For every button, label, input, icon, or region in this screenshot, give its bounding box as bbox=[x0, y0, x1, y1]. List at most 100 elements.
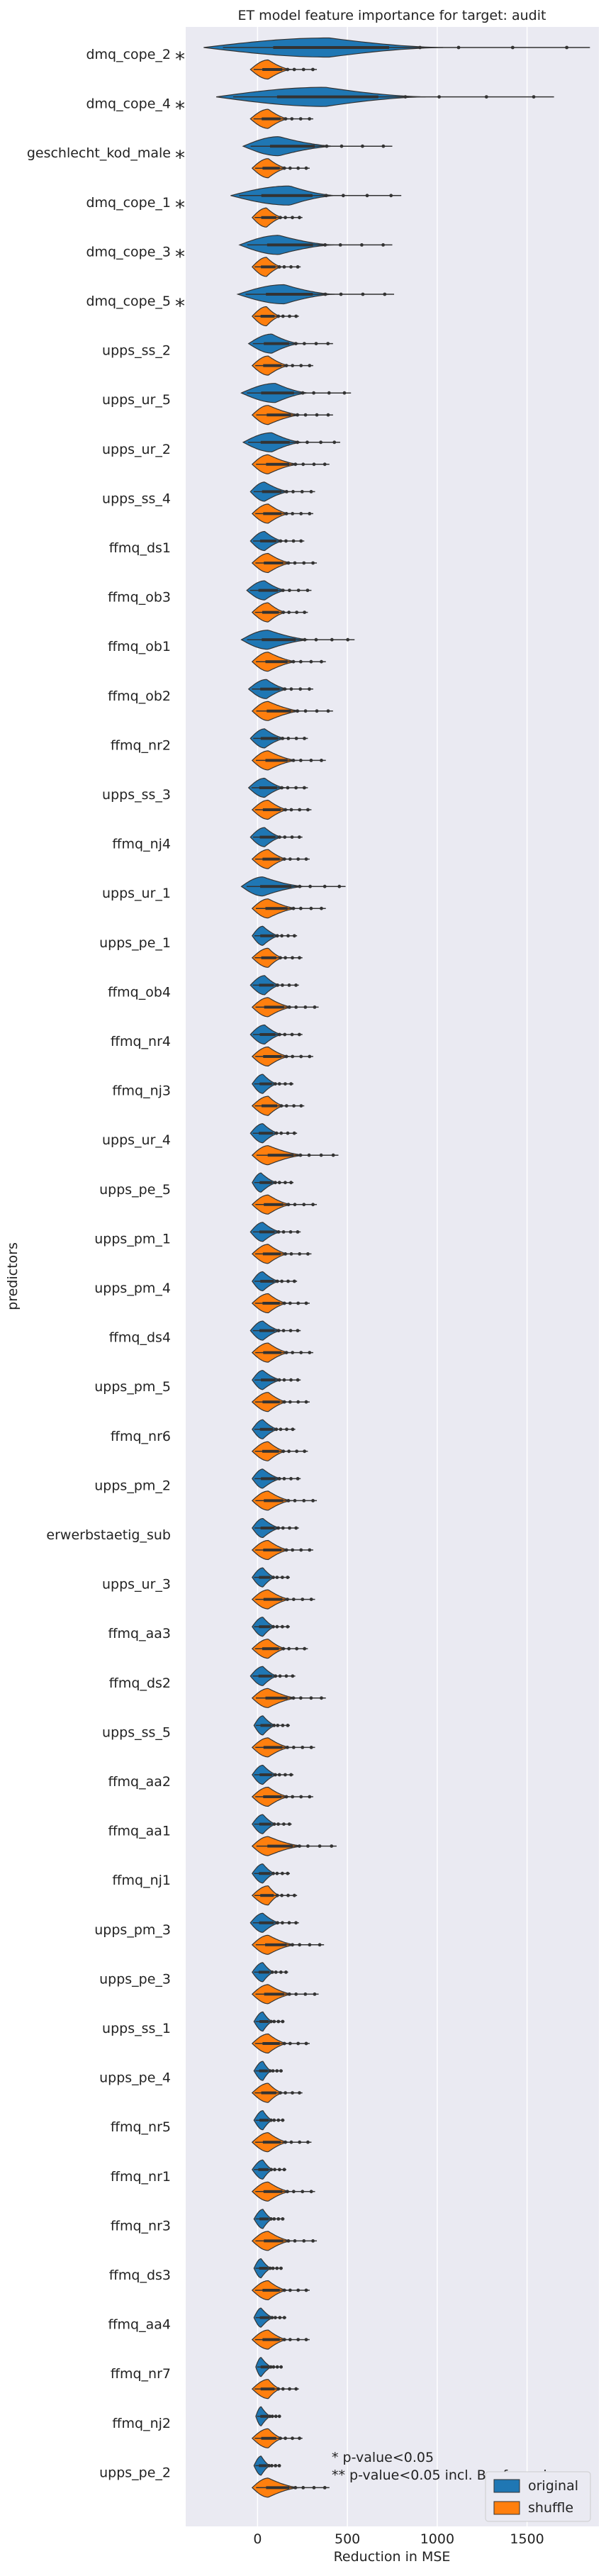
violin-point bbox=[279, 1104, 284, 1108]
violin-point bbox=[289, 1477, 293, 1481]
violin-quartile-box bbox=[259, 1033, 276, 1036]
violin-quartile-box bbox=[262, 2042, 280, 2045]
violin-point bbox=[286, 1131, 290, 1135]
violin-quartile-box bbox=[260, 315, 275, 318]
violin-point bbox=[308, 117, 312, 121]
violin-point bbox=[277, 2414, 281, 2419]
violin-quartile-box bbox=[258, 2168, 269, 2171]
violin-point bbox=[301, 2486, 305, 2489]
violin-point bbox=[332, 440, 337, 445]
violin-point bbox=[284, 490, 288, 494]
violin-point bbox=[326, 709, 330, 713]
violin-point bbox=[279, 1427, 283, 1432]
violin-quartile-box bbox=[261, 391, 294, 395]
violin-point bbox=[277, 1378, 281, 1382]
violin-point bbox=[294, 737, 298, 740]
violin-point bbox=[309, 659, 313, 664]
violin-point bbox=[403, 95, 408, 99]
violin-point bbox=[322, 884, 327, 888]
violin-point bbox=[271, 1871, 275, 1875]
violin-point bbox=[283, 1032, 287, 1037]
violin-quartile-box bbox=[261, 265, 276, 269]
violin-point bbox=[296, 1378, 300, 1382]
violin-quartile-box bbox=[263, 1549, 282, 1551]
y-tick-label: ffmq_nr4 bbox=[111, 1034, 171, 1049]
violin-point bbox=[281, 2217, 285, 2221]
y-tick-label: upps_pe_1 bbox=[99, 935, 171, 951]
violin-point bbox=[320, 659, 323, 664]
violin-point bbox=[282, 166, 286, 170]
violin-point bbox=[295, 610, 299, 614]
violin-quartile-box bbox=[262, 2141, 281, 2144]
violin-point bbox=[279, 216, 282, 220]
violin-point bbox=[269, 2168, 274, 2172]
violin-point bbox=[294, 1005, 298, 1009]
y-tick-label: ffmq_nr1 bbox=[111, 2169, 171, 2185]
violin-point bbox=[303, 413, 308, 417]
violin-quartile-box bbox=[258, 1970, 270, 1974]
violin-point bbox=[276, 1822, 280, 1827]
violin-point bbox=[276, 2387, 281, 2391]
violin-point bbox=[296, 413, 300, 417]
violin-point bbox=[305, 440, 309, 445]
violin-quartile-box bbox=[263, 512, 282, 515]
violin-point bbox=[277, 265, 281, 269]
violin-point bbox=[289, 2140, 293, 2144]
violin-point bbox=[274, 1131, 279, 1135]
violin-point bbox=[274, 2316, 277, 2320]
significance-marker: * bbox=[175, 245, 185, 268]
violin-point bbox=[284, 2140, 288, 2144]
violin-point bbox=[294, 2387, 298, 2391]
violin-point bbox=[291, 659, 296, 664]
y-tick-label: upps_ur_3 bbox=[102, 1577, 171, 1593]
violin-point bbox=[291, 1598, 296, 1602]
y-tick-label: upps_ur_1 bbox=[102, 886, 171, 901]
y-tick-label: upps_ss_4 bbox=[102, 491, 171, 506]
violin-point bbox=[291, 759, 296, 762]
violin-point bbox=[293, 561, 297, 565]
violin-point bbox=[289, 1252, 293, 1256]
violin-quartile-box bbox=[260, 737, 279, 740]
y-tick-label: ffmq_nr3 bbox=[111, 2218, 171, 2234]
violin-point bbox=[275, 1624, 279, 1629]
violin-quartile-box bbox=[266, 2486, 290, 2489]
violin-point bbox=[277, 2168, 281, 2172]
violin-quartile-box bbox=[259, 786, 277, 789]
violin-point bbox=[297, 1032, 301, 1037]
chart-title: ET model feature importance for target: … bbox=[238, 8, 546, 23]
violin-point bbox=[309, 906, 313, 910]
violin-point bbox=[298, 956, 301, 960]
violin-point bbox=[271, 2365, 276, 2369]
violin-point bbox=[284, 1773, 287, 1777]
violin-point bbox=[319, 1153, 323, 1157]
violin-point bbox=[288, 1329, 293, 1332]
violin-point bbox=[275, 1893, 279, 1897]
violin-point bbox=[291, 1548, 295, 1552]
y-tick-label: ffmq_ob1 bbox=[108, 639, 171, 654]
y-tick-label: ffmq_aa3 bbox=[108, 1626, 171, 1641]
violin-point bbox=[295, 1646, 299, 1651]
violin-point bbox=[275, 2266, 279, 2270]
violin-point bbox=[270, 2464, 274, 2468]
violin-point bbox=[279, 2069, 283, 2073]
violin-point bbox=[296, 1329, 300, 1332]
violin-point bbox=[276, 1921, 279, 1925]
y-tick-label: dmq_cope_5 bbox=[86, 294, 171, 309]
violin-point bbox=[291, 1351, 295, 1354]
violin-quartile-box bbox=[259, 540, 276, 542]
violin-point bbox=[293, 1203, 297, 1207]
violin-point bbox=[293, 2486, 298, 2489]
significance-marker: * bbox=[175, 196, 185, 219]
violin-point bbox=[293, 1499, 297, 1502]
violin-quartile-box bbox=[260, 2365, 269, 2369]
violin-point bbox=[306, 1252, 310, 1256]
violin-point bbox=[320, 1696, 323, 1700]
violin-point bbox=[291, 539, 296, 543]
violin-point bbox=[303, 1449, 307, 1454]
violin-point bbox=[291, 1696, 296, 1700]
violin-point bbox=[272, 2217, 276, 2221]
violin-point bbox=[281, 1724, 285, 1727]
y-tick-label: ffmq_ob2 bbox=[108, 688, 171, 704]
violin-point bbox=[286, 1576, 290, 1580]
violin-point bbox=[291, 1746, 296, 1749]
